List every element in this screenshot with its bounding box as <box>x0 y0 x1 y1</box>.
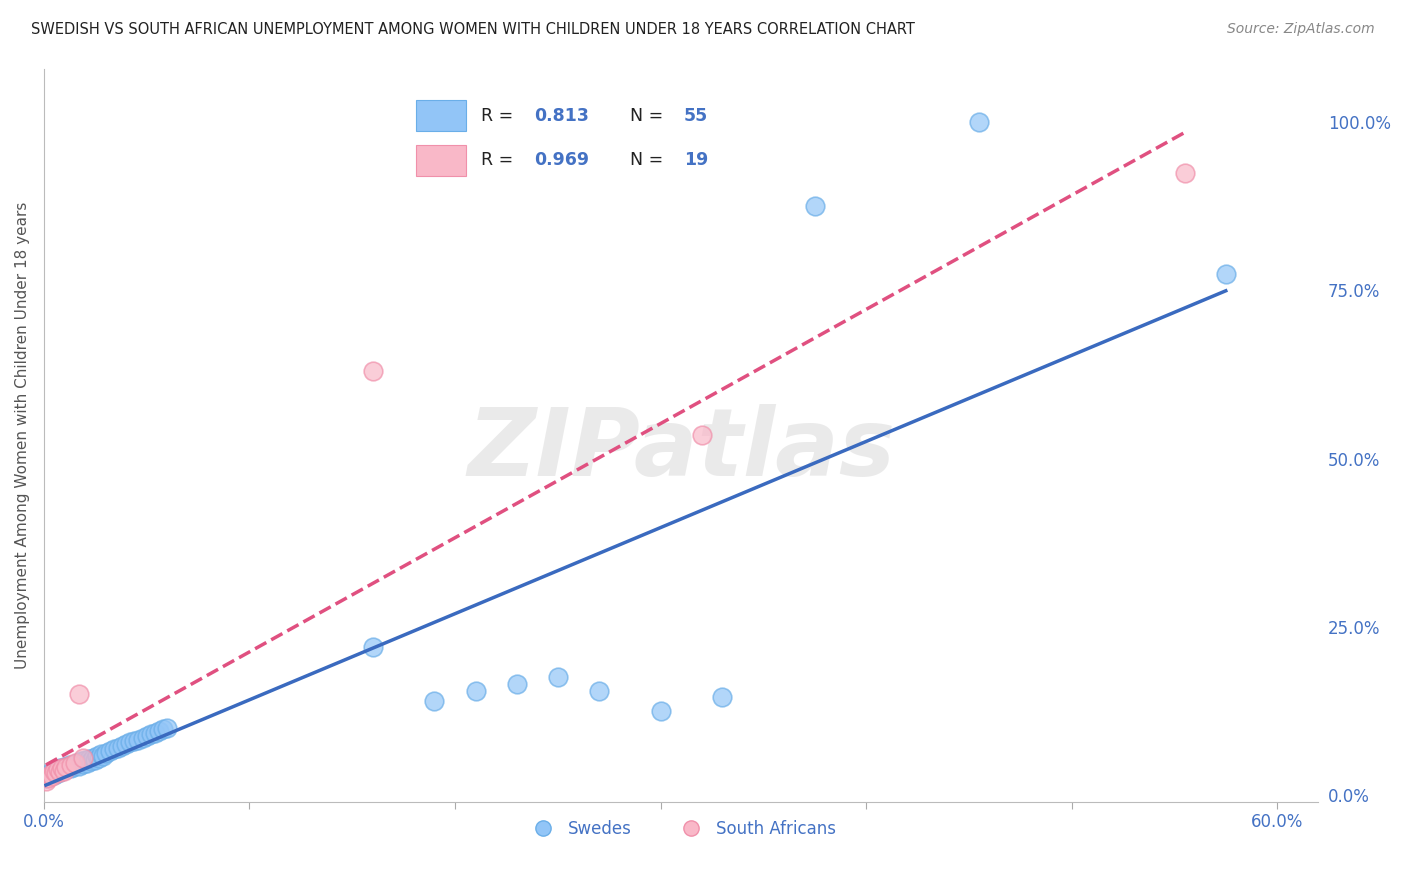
Point <box>77 751 100 765</box>
Point <box>107 740 129 755</box>
Text: ZIPatlas: ZIPatlas <box>467 404 896 496</box>
Point <box>46 766 69 780</box>
Point <box>63 756 86 770</box>
Point <box>148 723 170 738</box>
Point <box>588 683 610 698</box>
Point <box>98 744 121 758</box>
Point <box>89 751 111 765</box>
Y-axis label: Unemployment Among Women with Children Under 18 years: Unemployment Among Women with Children U… <box>15 202 30 669</box>
Point <box>73 753 96 767</box>
Point <box>76 756 98 770</box>
Point <box>135 729 157 743</box>
Point <box>90 747 112 762</box>
Point <box>39 769 62 783</box>
Point <box>37 771 59 785</box>
Point <box>53 764 76 778</box>
Point <box>124 734 146 748</box>
Point <box>103 742 125 756</box>
Point <box>423 694 446 708</box>
Point <box>115 738 138 752</box>
Point <box>35 771 58 785</box>
Point <box>131 731 153 745</box>
Point <box>94 746 117 760</box>
Point <box>152 722 174 736</box>
Point <box>361 364 384 378</box>
Point <box>1215 267 1237 281</box>
Point <box>35 774 58 789</box>
Point <box>72 756 94 771</box>
Point <box>44 764 66 779</box>
Point <box>111 739 134 754</box>
Point <box>156 721 179 735</box>
Point <box>82 751 104 765</box>
Point <box>51 761 73 775</box>
Legend: Swedes, South Africans: Swedes, South Africans <box>520 814 842 845</box>
Point <box>690 428 713 442</box>
Point <box>361 640 384 654</box>
Point <box>45 766 67 780</box>
Point <box>70 754 93 768</box>
Point <box>72 751 94 765</box>
Point <box>803 199 825 213</box>
Point <box>67 687 90 701</box>
Point <box>650 704 672 718</box>
Point <box>63 757 86 772</box>
Point <box>67 759 90 773</box>
Point <box>55 762 77 776</box>
Point <box>45 762 67 776</box>
Point <box>967 115 990 129</box>
Text: SWEDISH VS SOUTH AFRICAN UNEMPLOYMENT AMONG WOMEN WITH CHILDREN UNDER 18 YEARS C: SWEDISH VS SOUTH AFRICAN UNEMPLOYMENT AM… <box>31 22 915 37</box>
Point <box>80 754 103 768</box>
Point <box>59 761 82 775</box>
Point <box>44 767 66 781</box>
Point <box>55 759 77 773</box>
Point <box>139 727 162 741</box>
Point <box>93 748 115 763</box>
Point <box>49 761 72 775</box>
Point <box>86 748 108 763</box>
Point <box>46 762 69 776</box>
Point <box>1174 166 1197 180</box>
Point <box>49 764 72 779</box>
Point <box>120 735 142 749</box>
Point <box>37 767 59 781</box>
Point <box>66 756 89 770</box>
Point <box>41 764 63 779</box>
Point <box>464 683 486 698</box>
Point <box>62 759 84 773</box>
Text: Source: ZipAtlas.com: Source: ZipAtlas.com <box>1227 22 1375 37</box>
Point <box>505 677 527 691</box>
Point <box>59 757 82 772</box>
Point <box>41 769 63 783</box>
Point <box>58 757 80 772</box>
Point <box>39 767 62 781</box>
Point <box>127 732 149 747</box>
Point <box>51 764 73 779</box>
Point <box>547 670 569 684</box>
Point <box>84 753 107 767</box>
Point <box>53 759 76 773</box>
Point <box>711 690 734 705</box>
Point <box>143 726 166 740</box>
